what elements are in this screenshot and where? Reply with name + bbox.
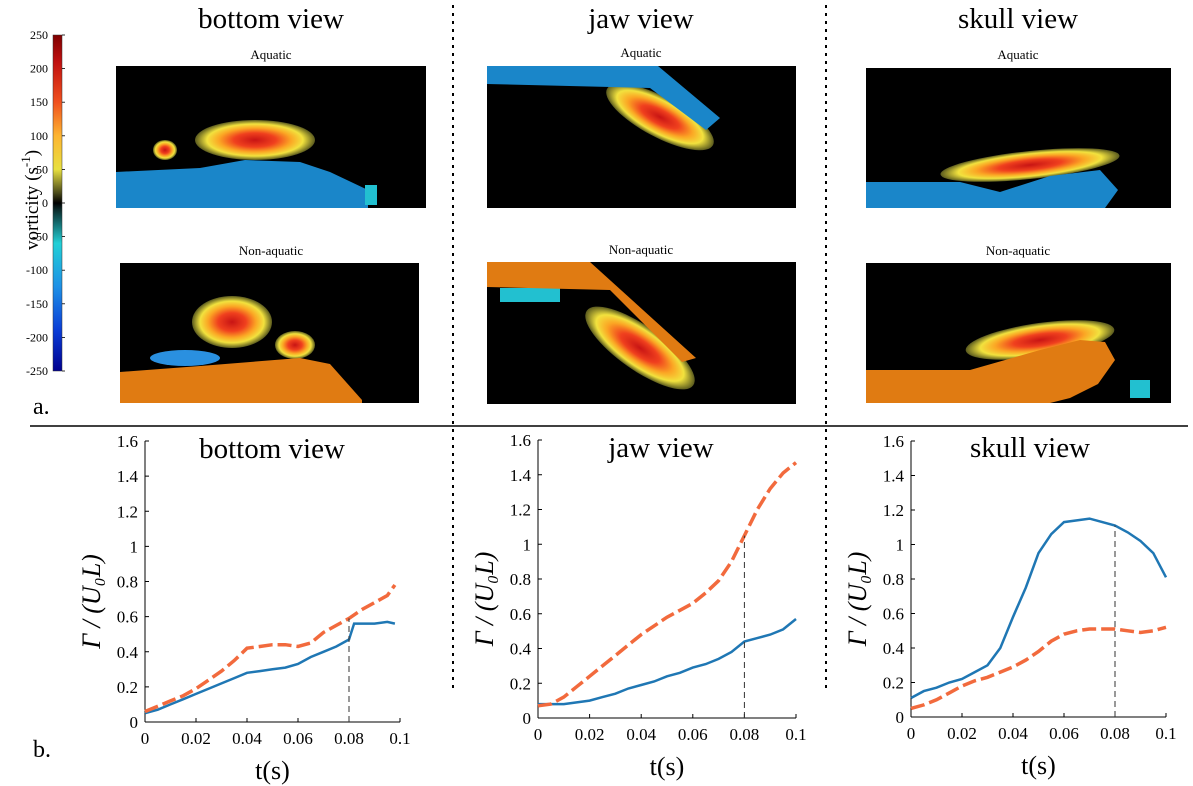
y-tick-label: 1 (130, 537, 139, 556)
y-tick-label: 1.4 (510, 466, 532, 485)
y-tick-label: 0.6 (510, 605, 531, 624)
colorbar-tick-label: 150 (30, 95, 48, 109)
y-tick-label: 0.4 (510, 640, 532, 659)
x-tick-label: 0.08 (1100, 724, 1130, 743)
series-line-0 (538, 618, 797, 706)
label-nonaquatic-skull: Non-aquatic (986, 243, 1050, 258)
x-tick-label: 0.04 (232, 729, 262, 748)
y-tick-label: 1.4 (117, 467, 139, 486)
y-axis-label: Γ / (U₀L) (843, 552, 872, 648)
x-tick-label: 0.04 (998, 724, 1028, 743)
x-axis-label: t(s) (1021, 751, 1056, 780)
x-tick-label: 0.02 (947, 724, 977, 743)
x-tick-label: 0.08 (730, 725, 760, 744)
y-tick-label: 0.2 (883, 674, 904, 693)
x-tick-label: 0.1 (785, 725, 806, 744)
colorbar-tick-label: 50 (36, 162, 48, 176)
top-title-jaw: jaw view (587, 3, 694, 35)
y-tick-label: 0.8 (883, 570, 904, 589)
colorbar-tick-label: -250 (26, 364, 48, 378)
x-tick-label: 0 (534, 725, 543, 744)
y-tick-label: 1 (896, 536, 905, 555)
colorbar-tick-label: -150 (26, 297, 48, 311)
label-aquatic-skull: Aquatic (997, 47, 1038, 62)
y-tick-label: 0 (130, 713, 139, 732)
label-nonaquatic-bottom: Non-aquatic (239, 243, 303, 258)
x-axis-label: t(s) (650, 752, 685, 781)
y-tick-label: 1.6 (117, 432, 138, 451)
colorbar-tick-label: 0 (42, 196, 48, 210)
x-tick-label: 0 (141, 729, 150, 748)
x-axis-label: t(s) (255, 756, 290, 785)
x-tick-label: 0.06 (678, 725, 708, 744)
y-tick-label: 0.6 (117, 608, 138, 627)
label-nonaquatic-jaw: Non-aquatic (609, 242, 673, 257)
y-tick-label: 1.2 (510, 501, 531, 520)
colorbar-tick-label: -50 (32, 230, 48, 244)
series-line-1 (537, 461, 798, 708)
y-axis-label: Γ / (U₀L) (470, 552, 499, 648)
y-tick-label: 1.4 (883, 467, 905, 486)
y-tick-label: 0.6 (883, 605, 904, 624)
top-title-bottom: bottom view (198, 3, 344, 35)
y-tick-label: 1.6 (883, 432, 904, 451)
y-tick-label: 0.2 (510, 674, 531, 693)
top-title-skull: skull view (958, 3, 1078, 35)
colorbar: 250 200 150 100 50 0 -50 -100 -150 -200 -250 vorti… (18, 28, 65, 378)
x-tick-label: 0.06 (283, 729, 313, 748)
y-tick-label: 1 (523, 535, 532, 554)
y-tick-label: 0.4 (883, 639, 905, 658)
colorbar-tick-label: 100 (30, 129, 48, 143)
chart-1: jaw view 0 0.02 0.04 0.06 0.08 0.1 0 0.2 0.4 0.6 0.… (470, 431, 807, 781)
chart-0: bottom view 0 0.02 0.04 0.06 0.08 0.1 0 0.2 0.4 0.… (77, 432, 411, 785)
colorbar-label: vorticity (s-1) (18, 150, 43, 250)
series-line-1 (144, 583, 397, 714)
series-line-0 (910, 517, 1168, 700)
x-tick-label: 0.02 (575, 725, 605, 744)
series-line-1 (910, 625, 1167, 711)
y-tick-label: 0 (523, 709, 532, 728)
panel-label-a: a. (33, 394, 50, 420)
colorbar-tick-label: 200 (30, 62, 48, 76)
x-tick-label: 0.1 (1155, 724, 1176, 743)
x-tick-label: 0.08 (334, 729, 364, 748)
chart-title: skull view (970, 432, 1090, 464)
panel-label-b: b. (33, 737, 51, 763)
chart-title: jaw view (607, 432, 714, 464)
y-tick-label: 0 (896, 708, 905, 727)
x-tick-label: 0.04 (626, 725, 656, 744)
label-aquatic-bottom: Aquatic (250, 47, 291, 62)
x-tick-label: 0.06 (1049, 724, 1079, 743)
colorbar-tick-label: 250 (30, 28, 48, 42)
y-tick-label: 1.6 (510, 431, 531, 450)
y-tick-label: 0.2 (117, 678, 138, 697)
series-line-0 (144, 620, 396, 715)
vorticity-panels: Aquatic Non-aquatic Aquatic Non-aquatic … (116, 45, 1171, 404)
colorbar-tick-label: -200 (26, 330, 48, 344)
chart-title: bottom view (199, 433, 345, 465)
x-tick-label: 0.1 (389, 729, 410, 748)
y-axis-label: Γ / (U₀L) (77, 554, 106, 650)
label-aquatic-jaw: Aquatic (620, 45, 661, 60)
y-tick-label: 1.2 (117, 502, 138, 521)
x-tick-label: 0.02 (181, 729, 211, 748)
y-tick-label: 0.8 (510, 570, 531, 589)
colorbar-tick-label: -100 (26, 263, 48, 277)
y-tick-label: 1.2 (883, 501, 904, 520)
chart-2: skull view 0 0.02 0.04 0.06 0.08 0.1 0 0.2 0.4 0.6… (843, 432, 1177, 780)
y-tick-label: 0.8 (117, 573, 138, 592)
y-tick-label: 0.4 (117, 643, 139, 662)
x-tick-label: 0 (907, 724, 916, 743)
